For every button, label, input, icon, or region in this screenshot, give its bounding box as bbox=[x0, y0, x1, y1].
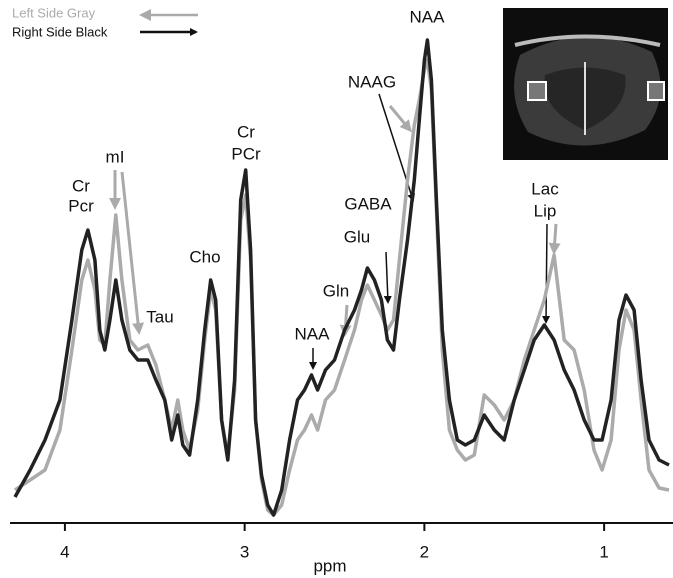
x-tick-label: 4 bbox=[60, 542, 69, 561]
legend-label: Right Side Black bbox=[12, 24, 108, 39]
annotation: GABA bbox=[344, 194, 392, 213]
annotation: Cho bbox=[189, 247, 220, 266]
annotation: mI bbox=[106, 147, 125, 166]
annotation: PCr bbox=[231, 144, 261, 163]
annotation-arrows bbox=[109, 93, 561, 370]
spectrum-line bbox=[14, 58, 670, 517]
x-tick-label: 3 bbox=[240, 542, 249, 561]
x-tick-label: 1 bbox=[599, 542, 608, 561]
legend-label: Left Side Gray bbox=[12, 5, 96, 20]
annotation: NAA bbox=[295, 324, 331, 343]
annotation: Cr bbox=[72, 176, 90, 195]
annotation: Glu bbox=[344, 227, 370, 246]
x-tick-label: 2 bbox=[420, 542, 429, 561]
annotation: Pcr bbox=[68, 196, 94, 215]
annotation: NAA bbox=[410, 7, 446, 26]
annotation: Cr bbox=[237, 122, 255, 141]
annotation: Tau bbox=[146, 307, 173, 326]
spectrum-line bbox=[13, 38, 670, 517]
inset-image bbox=[503, 8, 668, 160]
x-axis-label: ppm bbox=[313, 556, 346, 575]
annotation: Lip bbox=[534, 201, 557, 220]
annotation: Gln bbox=[323, 281, 349, 300]
annotation: Lac bbox=[531, 179, 559, 198]
annotation: NAAG bbox=[348, 72, 396, 91]
